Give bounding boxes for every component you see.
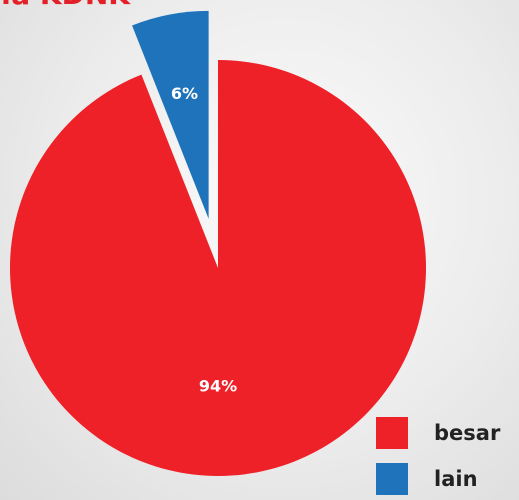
data-label-lain: 6% (171, 84, 198, 103)
legend-swatch-besar (376, 417, 408, 449)
data-label-besar: 94% (199, 376, 237, 395)
legend-swatch-lain (376, 463, 408, 495)
chart-title: ..a KDNK (0, 0, 130, 10)
pie-slice-besar (10, 60, 427, 476)
legend-item-besar: besar (376, 416, 500, 450)
legend-label-lain: lain (434, 467, 478, 491)
chart-legend: besar lain (376, 416, 500, 500)
legend-item-lain: lain (376, 462, 500, 496)
pie-slice-lain (132, 10, 209, 219)
legend-label-besar: besar (434, 421, 501, 445)
